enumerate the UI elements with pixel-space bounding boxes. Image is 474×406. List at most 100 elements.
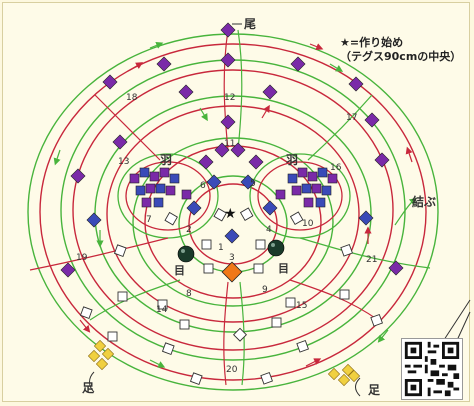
bead-purple xyxy=(388,260,404,276)
qr-code-icon xyxy=(402,339,462,399)
arrow xyxy=(309,43,324,51)
legend-note: ★=作り始め （テグス90cmの中央） xyxy=(340,36,470,64)
bead-clear xyxy=(161,342,175,355)
eye-highlight-right xyxy=(271,243,275,247)
spoke-bl-green xyxy=(89,279,181,321)
step-number: 15 xyxy=(296,301,307,311)
wing-loop-right-red xyxy=(257,161,343,231)
bead-clear xyxy=(340,243,353,257)
bead-clear xyxy=(255,239,266,250)
arrow xyxy=(149,359,166,368)
bead-yellow xyxy=(101,347,115,361)
bead-yellow xyxy=(327,367,341,381)
bead-clear xyxy=(260,371,273,385)
wing-cluster-left xyxy=(129,167,192,208)
bead-yellow xyxy=(347,369,361,383)
step-number: 4 xyxy=(266,225,272,235)
step-number: 14 xyxy=(156,305,168,315)
tie-line-green xyxy=(394,197,417,226)
bead-yellow xyxy=(95,357,109,371)
bead-purple xyxy=(70,168,86,184)
arrow xyxy=(305,358,322,367)
bead-purple xyxy=(220,52,236,68)
tie-label: 結ぶ xyxy=(412,194,436,209)
bead-purple xyxy=(248,154,264,170)
bead-clear xyxy=(113,244,127,257)
bead-blue xyxy=(186,200,202,216)
red-ring-inner xyxy=(188,183,278,265)
step-number: 5 xyxy=(250,179,256,189)
arrow xyxy=(405,146,413,163)
bead-blue xyxy=(240,174,256,190)
green-ring-4 xyxy=(132,137,334,307)
qr-code[interactable] xyxy=(401,338,463,400)
bead-clear xyxy=(339,289,350,300)
bead-clear xyxy=(157,299,168,310)
tail-label: 尾 xyxy=(244,17,256,31)
spoke-ur-green xyxy=(307,94,373,161)
bead-purple xyxy=(230,142,246,158)
bead-yellow xyxy=(337,373,351,387)
eye-label-left: 目 xyxy=(174,264,185,277)
spoke-left-red xyxy=(29,237,169,271)
step-number: 12 xyxy=(224,93,235,103)
spoke-right-green xyxy=(299,237,431,269)
bead-purple xyxy=(262,84,278,100)
arrow xyxy=(199,107,208,122)
arrow xyxy=(261,104,270,119)
bead-blue xyxy=(358,210,374,226)
green-ring-outer xyxy=(27,33,439,391)
arrow xyxy=(329,63,344,72)
bead-clear xyxy=(189,372,203,385)
step-number: 17 xyxy=(346,113,357,123)
bead-purple xyxy=(178,84,194,100)
bead-clear xyxy=(213,207,227,222)
bead-purple xyxy=(348,76,364,92)
bead-blue xyxy=(262,200,278,216)
spoke-bottom-red xyxy=(223,281,229,386)
wing-label-right: 羽 xyxy=(286,153,298,167)
spoke-br-red xyxy=(289,279,379,321)
bead-clear xyxy=(203,263,214,274)
bead-purple xyxy=(60,262,76,278)
bead-clear xyxy=(296,339,309,353)
foot-bracket-right xyxy=(355,377,361,397)
step-number: 19 xyxy=(76,253,88,263)
step-number: 10 xyxy=(302,219,314,229)
foot-bracket-left xyxy=(89,371,95,393)
bead-orange xyxy=(221,261,243,283)
eye-label-right: 目 xyxy=(278,262,289,275)
step-number: 9 xyxy=(262,285,268,295)
bead-clear xyxy=(164,211,178,226)
bead-blue xyxy=(206,174,222,190)
step-number: 7 xyxy=(146,215,152,225)
step-number: 16 xyxy=(330,163,342,173)
spoke-ul-red xyxy=(94,94,161,161)
bead-purple xyxy=(220,114,236,130)
spoke-top-red xyxy=(223,29,229,151)
arrow xyxy=(129,62,144,71)
spoke-top-green xyxy=(237,29,243,151)
bead-clear xyxy=(239,207,254,221)
foot-label-right: 足 xyxy=(368,383,380,397)
red-ring-4 xyxy=(144,145,322,299)
wing-loop-left-red xyxy=(125,161,211,231)
bead-purple xyxy=(102,74,118,90)
step-number: 3 xyxy=(229,253,235,263)
bead-blue xyxy=(224,228,240,244)
bead-purple xyxy=(214,142,230,158)
bead-purple xyxy=(112,134,128,150)
bead-yellow xyxy=(341,363,355,377)
step-number: 2 xyxy=(186,225,192,235)
legend-line-2: （テグス90cmの中央） xyxy=(340,50,462,63)
eye-bead-left xyxy=(177,245,195,263)
bead-clear xyxy=(285,297,296,308)
bead-purple xyxy=(290,56,306,72)
eye-bead-right xyxy=(267,239,285,257)
red-ring-2 xyxy=(72,69,394,351)
red-ring-3 xyxy=(106,105,360,323)
bead-clear xyxy=(253,263,264,274)
step-number: 21 xyxy=(366,255,377,265)
wing-label-left: 羽 xyxy=(160,153,172,167)
